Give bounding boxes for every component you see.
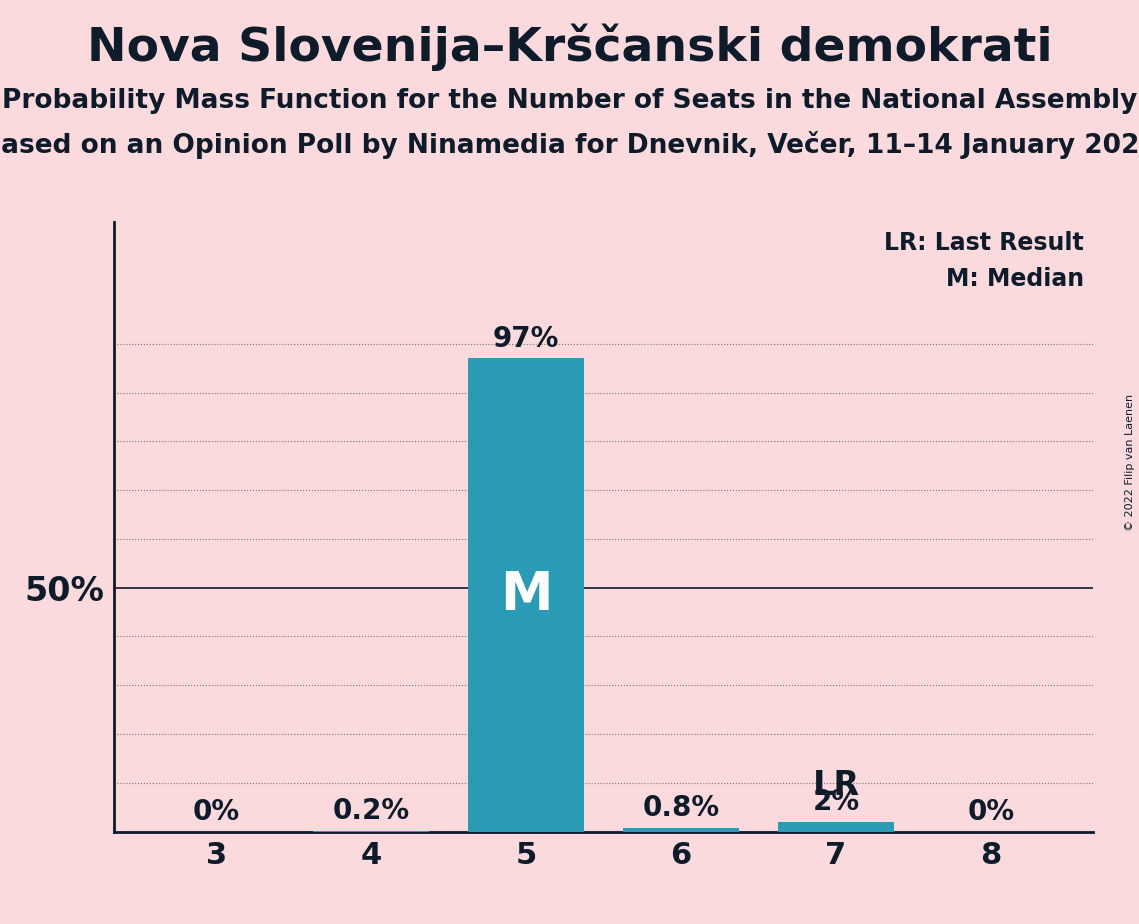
Bar [313,831,429,832]
Text: 0.8%: 0.8% [642,794,720,821]
Text: M: M [500,569,552,621]
Text: LR: LR [812,770,860,802]
Text: 97%: 97% [493,324,559,353]
Text: 2%: 2% [812,788,860,816]
Text: Probability Mass Function for the Number of Seats in the National Assembly: Probability Mass Function for the Number… [2,88,1137,114]
Bar [623,828,739,832]
Bar [778,821,894,832]
Bar [468,359,584,832]
Text: Nova Slovenija–Krščanski demokrati: Nova Slovenija–Krščanski demokrati [87,23,1052,70]
Text: 0.2%: 0.2% [333,796,410,825]
Text: Based on an Opinion Poll by Ninamedia for Dnevnik, Večer, 11–14 January 2022: Based on an Opinion Poll by Ninamedia fo… [0,131,1139,159]
Text: © 2022 Filip van Laenen: © 2022 Filip van Laenen [1125,394,1134,530]
Text: 0%: 0% [192,797,240,826]
Text: M: Median: M: Median [945,268,1083,291]
Text: LR: Last Result: LR: Last Result [884,231,1083,255]
Text: 0%: 0% [967,797,1015,826]
